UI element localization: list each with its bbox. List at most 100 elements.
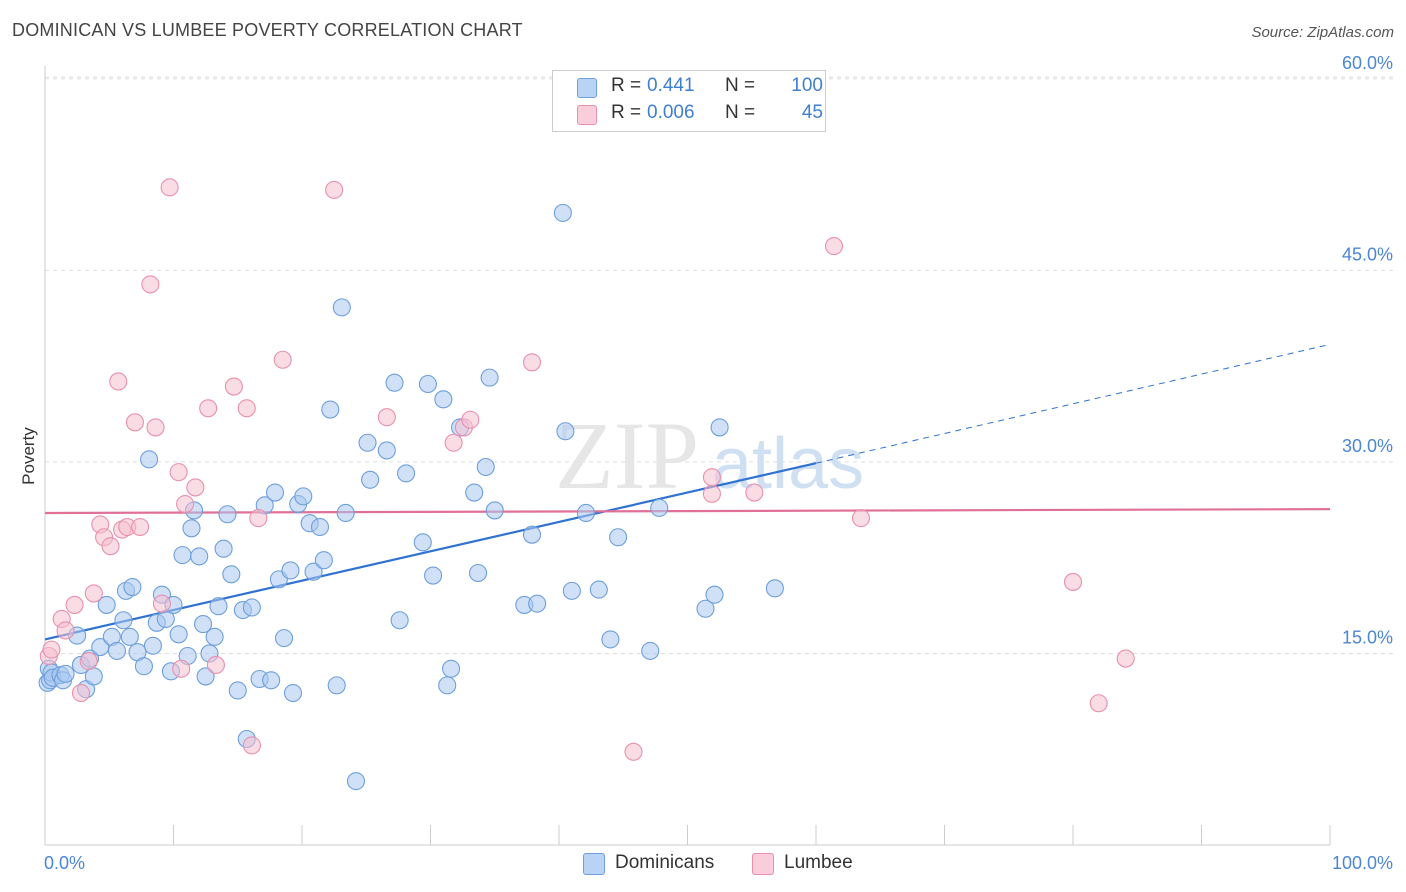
dominicans-swatch	[577, 78, 597, 98]
dominicans-point	[346, 772, 366, 791]
dominicans-point	[332, 298, 351, 317]
dominicans-point	[650, 498, 669, 517]
dominicans-point	[143, 636, 162, 655]
dominicans-point	[438, 676, 457, 695]
source-label: Source: ZipAtlas.com	[1251, 24, 1394, 41]
dominicans-point	[480, 368, 499, 387]
x-tick-label: 100.0%	[1332, 853, 1393, 873]
lumbee-point	[522, 353, 542, 372]
dominicans-point	[609, 528, 628, 547]
dominicans-point	[281, 561, 300, 580]
dominicans-point	[123, 577, 142, 597]
lumbee-point	[377, 408, 396, 427]
dominicans-point	[84, 667, 103, 686]
chart-title: DOMINICAN VS LUMBEE POVERTY CORRELATION …	[12, 20, 523, 40]
lumbee-point	[79, 652, 98, 671]
dominicans-point	[562, 581, 581, 600]
dominicans-point	[696, 599, 715, 618]
dominicans-point	[169, 625, 188, 644]
lumbee-point	[125, 413, 144, 432]
dominicans-legend-swatch	[583, 853, 605, 875]
n-value: 45	[801, 102, 823, 123]
legend-label: Lumbee	[784, 852, 853, 873]
dominicans-point	[91, 638, 110, 657]
dominicans-point	[182, 519, 201, 538]
axes	[44, 66, 1331, 846]
dominicans-point	[418, 374, 437, 394]
lumbee-point	[237, 399, 256, 418]
lumbee-point	[702, 484, 721, 503]
dominicans-point	[397, 464, 416, 483]
dominicans-point	[553, 203, 572, 222]
dominicans-point	[190, 547, 209, 566]
x-tick-label: 0.0%	[44, 853, 85, 873]
dominicans-point	[304, 562, 323, 581]
r-label: R =	[611, 75, 642, 96]
dominicans-point	[377, 441, 396, 460]
data-points	[38, 178, 1135, 791]
lumbee-point	[702, 468, 721, 487]
legend-label: Dominicans	[615, 852, 715, 873]
watermark: ZIP atlas	[555, 402, 864, 509]
lumbee-point	[42, 640, 61, 659]
lumbee-point	[176, 494, 195, 514]
r-value: 0.006	[647, 102, 695, 123]
dominicans-point	[120, 627, 139, 646]
dominicans-point	[209, 597, 228, 616]
lumbee-point	[444, 433, 463, 452]
lumbee-point	[249, 509, 268, 528]
lumbee-point	[84, 584, 103, 603]
dominicans-point	[205, 627, 224, 646]
dominicans-point	[641, 641, 660, 660]
dominicans-point	[390, 611, 409, 630]
r-value: 0.441	[647, 75, 695, 96]
dominicans-point	[194, 615, 213, 634]
lumbee-legend-swatch	[752, 853, 774, 875]
lumbee-point	[172, 659, 191, 678]
axis-labels: 15.0% 30.0% 45.0% 60.0% 0.0% 100.0% Poverty	[19, 53, 1393, 873]
lumbee-point	[186, 478, 205, 497]
lumbee-point	[169, 463, 188, 482]
dominicans-point	[327, 676, 346, 695]
n-label: N =	[725, 102, 756, 123]
y-axis-label: Poverty	[19, 427, 38, 485]
lumbee-point	[461, 410, 480, 429]
watermark-zip: ZIP	[555, 402, 699, 509]
lumbee-swatch	[577, 105, 597, 125]
dominicans-point	[765, 579, 784, 598]
y-tick-label: 45.0%	[1342, 244, 1393, 264]
dominicans-point	[424, 566, 443, 585]
dominicans-point	[476, 457, 495, 477]
dominicans-point	[336, 503, 355, 523]
dominicans-point	[294, 487, 313, 506]
dominicans-point	[710, 418, 729, 437]
grid-lines	[45, 76, 1395, 654]
r-label: R =	[611, 102, 642, 123]
dominicans-point	[705, 585, 724, 604]
dominicans-point	[228, 681, 247, 700]
lumbee-trend-line	[44, 508, 1331, 515]
dominicans-point	[434, 390, 453, 409]
dominicans-point	[576, 503, 596, 523]
dominicans-point	[283, 683, 303, 703]
dominicans-point	[528, 594, 547, 613]
n-label: N =	[725, 75, 756, 96]
lumbee-point	[199, 399, 218, 418]
dominicans-point	[107, 641, 127, 660]
dominicans-point	[222, 565, 241, 584]
lumbee-point	[109, 372, 128, 391]
lumbee-point	[71, 683, 91, 703]
lumbee-point	[56, 621, 75, 640]
dominicans-point	[140, 450, 159, 469]
dominicans-point	[468, 563, 488, 583]
lumbee-point	[851, 509, 871, 528]
lumbee-point	[65, 595, 84, 614]
lumbee-point	[1116, 649, 1135, 668]
dominicans-point	[601, 630, 620, 649]
dominicans-point	[218, 505, 237, 524]
dominicans-point	[114, 611, 133, 630]
dominicans-point	[413, 533, 432, 552]
dominicans-point	[361, 470, 380, 489]
lumbee-point	[141, 275, 160, 294]
